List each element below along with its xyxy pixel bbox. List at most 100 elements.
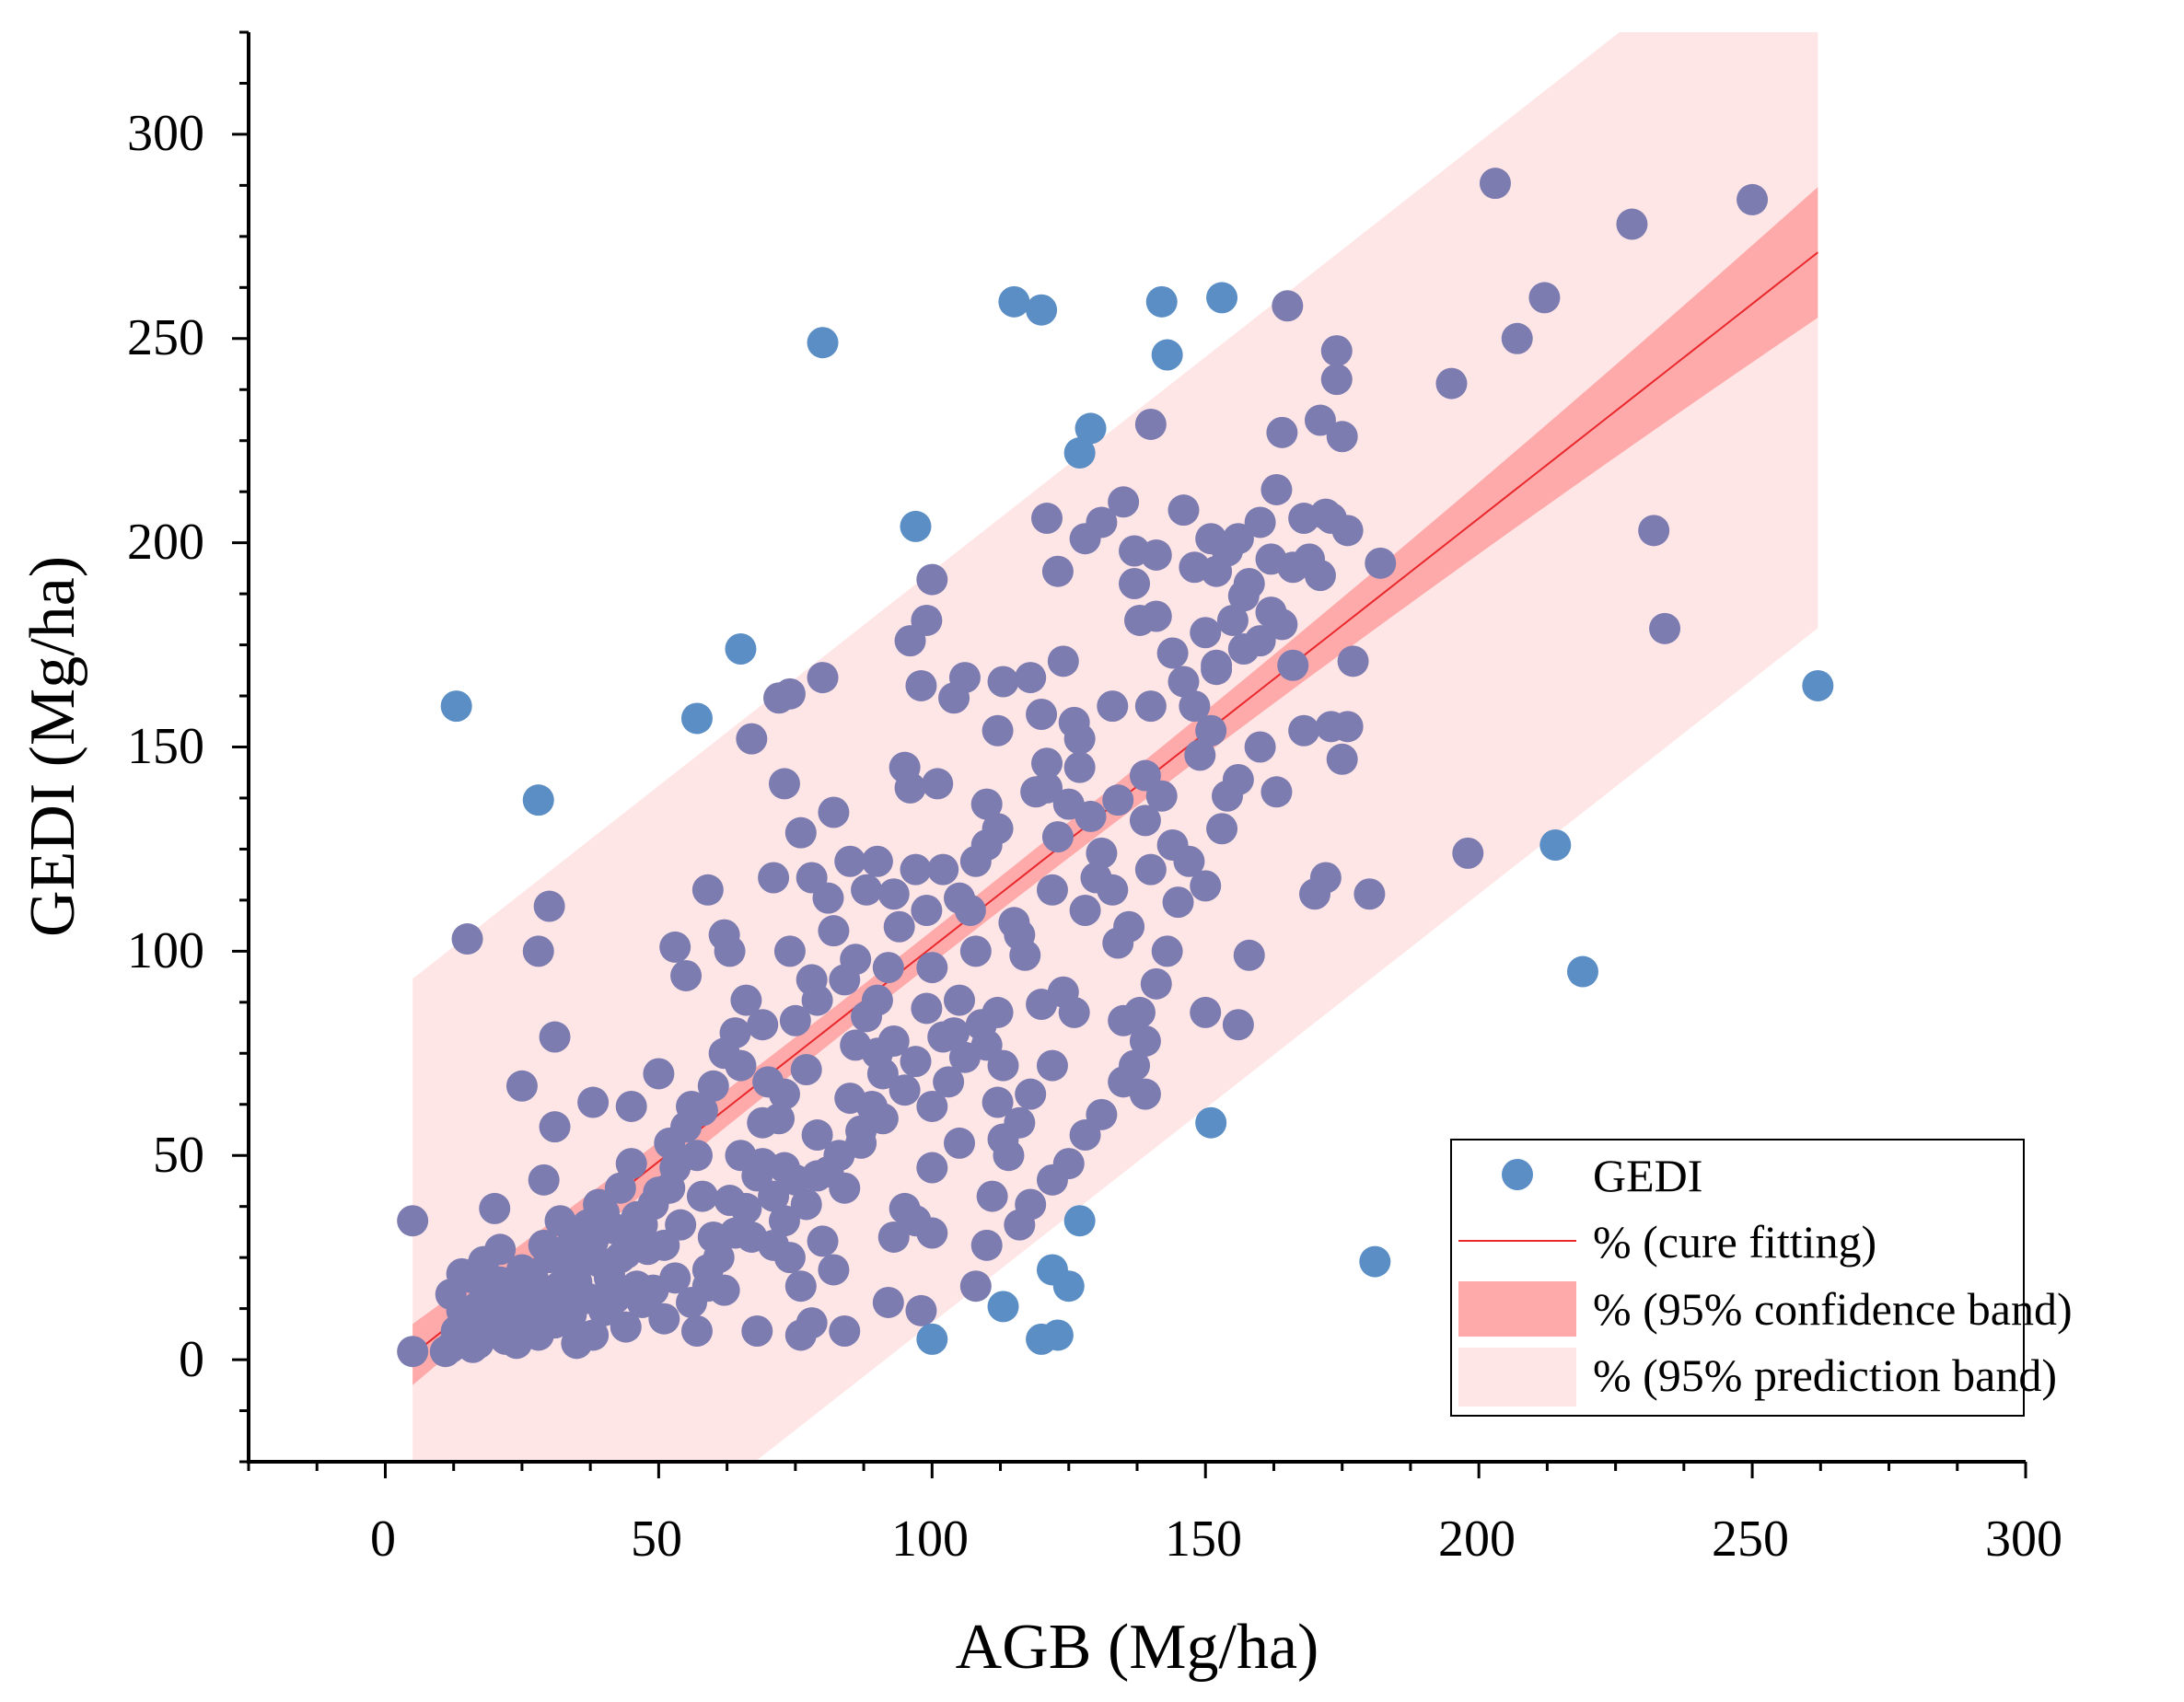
data-point [604, 1172, 636, 1204]
data-point [1190, 617, 1222, 649]
data-point [1244, 625, 1276, 657]
data-point [555, 1229, 587, 1261]
data-point [1102, 784, 1134, 816]
data-point [1075, 800, 1107, 832]
data-point [1277, 649, 1309, 681]
legend-swatch-prediction [1458, 1348, 1576, 1407]
data-point [818, 915, 850, 947]
data-point [1026, 699, 1058, 731]
data-point [1047, 645, 1079, 677]
data-point [397, 1205, 429, 1237]
y-axis-title: GEDI (Mg/ha) [17, 556, 88, 937]
data-point [1075, 412, 1107, 445]
data-point [1649, 612, 1681, 644]
data-point [451, 923, 483, 955]
data-point [948, 1041, 981, 1073]
y-tick-label-0: 0 [179, 1331, 204, 1388]
data-point [768, 1205, 800, 1237]
data-point [397, 1336, 429, 1368]
data-point [889, 1074, 921, 1106]
data-point [1063, 751, 1096, 783]
data-point [1173, 845, 1205, 877]
data-point [1260, 776, 1293, 808]
data-point [1097, 690, 1129, 723]
data-point [714, 935, 746, 967]
data-point [861, 845, 893, 877]
data-point [812, 1155, 844, 1187]
data-point [1129, 1025, 1161, 1057]
data-point [479, 1192, 511, 1224]
data-point [1015, 1078, 1047, 1110]
legend: GEDI % (cure fitting) % (95% confidence … [1450, 1139, 2073, 1417]
x-tick-label-150: 150 [1165, 1511, 1242, 1568]
data-point [894, 771, 926, 804]
data-point [1036, 1164, 1068, 1196]
data-point [1326, 421, 1358, 453]
data-point [1134, 408, 1167, 440]
data-point [1802, 669, 1834, 701]
data-point [1244, 506, 1276, 538]
data-point [643, 1058, 675, 1090]
x-tick-label-250: 250 [1712, 1511, 1789, 1568]
data-point [933, 1066, 965, 1098]
data-point [632, 1233, 664, 1266]
data-point [768, 768, 800, 800]
data-point [801, 984, 833, 1016]
legend-swatch-confidence [1458, 1281, 1576, 1337]
data-point [1140, 967, 1172, 1000]
legend-label-gedi: GEDI [1593, 1150, 1702, 1201]
data-point [1123, 996, 1156, 1028]
y-tick-label-300: 300 [127, 105, 204, 162]
data-point [533, 890, 565, 922]
data-point [1086, 837, 1118, 869]
data-point [982, 714, 1014, 747]
legend-label-fit: % (cure fitting) [1593, 1216, 1876, 1268]
data-point [676, 1286, 708, 1318]
y-tick-label-50: 50 [153, 1127, 204, 1184]
data-point [1047, 976, 1079, 1008]
data-point [944, 1127, 975, 1159]
data-point [970, 788, 1003, 820]
data-point [680, 1315, 713, 1348]
data-point [773, 935, 806, 967]
data-point [829, 1315, 861, 1348]
x-tick-label-200: 200 [1438, 1511, 1516, 1568]
data-point [784, 816, 817, 849]
data-point [1102, 927, 1134, 959]
data-point [790, 1188, 822, 1221]
y-tick-label-250: 250 [127, 309, 204, 366]
legend-marker-gedi [1502, 1159, 1533, 1190]
data-point [889, 1192, 921, 1224]
data-point [965, 1009, 997, 1041]
data-point [440, 690, 472, 723]
data-point [927, 853, 959, 886]
data-point [987, 666, 1019, 698]
data-point [615, 1148, 647, 1180]
data-point [670, 1111, 703, 1143]
data-point [680, 702, 713, 735]
data-point [577, 1086, 610, 1118]
data-point [550, 1282, 582, 1314]
data-point [1031, 771, 1063, 804]
data-point [528, 1164, 560, 1196]
data-point [686, 1180, 718, 1212]
data-point [1119, 1049, 1151, 1082]
data-point [1255, 596, 1287, 629]
data-point [1140, 600, 1172, 632]
data-point [659, 931, 691, 963]
data-point [544, 1205, 576, 1237]
data-point [1222, 523, 1254, 555]
data-point [1031, 503, 1063, 535]
data-point [1156, 637, 1189, 669]
data-point [747, 1106, 779, 1139]
data-point [691, 1254, 724, 1286]
data-point [982, 1086, 1014, 1118]
data-point [1069, 894, 1101, 926]
data-point [905, 669, 937, 701]
data-point [916, 1152, 948, 1184]
data-point [522, 935, 554, 967]
data-point [911, 894, 943, 926]
data-point [505, 1070, 538, 1102]
data-point [1337, 645, 1369, 677]
data-point [959, 845, 992, 877]
